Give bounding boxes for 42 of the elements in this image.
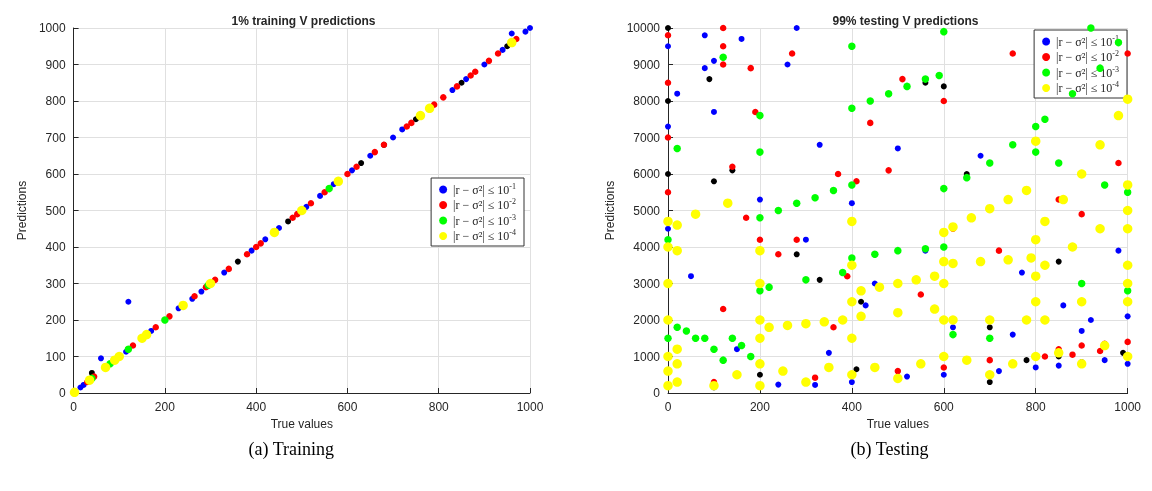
- x-tick-label: 800: [428, 400, 450, 414]
- y-tick-label: 1000: [633, 349, 661, 364]
- y-tick-label: 800: [45, 94, 66, 108]
- y-tick-label: 3000: [633, 276, 661, 291]
- y-tick-label: 700: [45, 130, 66, 145]
- x-axis-title: True values: [270, 416, 333, 431]
- y-axis-title: Predictions: [15, 180, 29, 241]
- y-tick-label: 10000: [626, 21, 661, 35]
- y-tick-label: 600: [45, 167, 66, 181]
- y-tick-label: 1000: [38, 21, 66, 35]
- x-axis-title: True values: [866, 416, 929, 431]
- x-tick-label: 400: [246, 400, 267, 414]
- x-tick-label: 0: [664, 400, 672, 414]
- y-tick-label: 4000: [633, 240, 661, 254]
- chart-title: 99% testing V predictions: [832, 14, 979, 28]
- chart-title: 1% training V predictions: [231, 14, 376, 28]
- x-tick-label: 1000: [1114, 400, 1142, 414]
- y-axis-title: Predictions: [602, 180, 617, 241]
- y-tick-label: 400: [45, 240, 66, 254]
- x-tick-label: 200: [154, 400, 176, 414]
- y-tick-label: 6000: [633, 167, 661, 181]
- y-tick-label: 5000: [633, 203, 661, 218]
- y-tick-label: 200: [45, 313, 66, 327]
- y-tick-label: 100: [45, 349, 66, 364]
- x-tick-label: 600: [337, 400, 358, 414]
- y-tick-label: 300: [45, 276, 66, 291]
- x-tick-label: 800: [1025, 400, 1047, 414]
- y-tick-label: 0: [58, 386, 66, 400]
- y-tick-label: 2000: [633, 313, 661, 327]
- y-tick-label: 0: [653, 386, 661, 400]
- y-tick-label: 500: [45, 203, 66, 218]
- x-tick-label: 400: [841, 400, 863, 414]
- y-tick-label: 9000: [633, 57, 661, 72]
- x-tick-label: 600: [933, 400, 955, 414]
- y-tick-label: 7000: [633, 130, 661, 145]
- text: (a) Training: [248, 439, 334, 460]
- x-tick-label: 1000: [516, 400, 544, 414]
- y-tick-label: 900: [45, 57, 66, 72]
- x-tick-label: 200: [749, 400, 771, 414]
- text: (b) Testing: [850, 439, 929, 460]
- y-tick-label: 8000: [633, 94, 661, 108]
- x-tick-label: 0: [70, 400, 78, 414]
